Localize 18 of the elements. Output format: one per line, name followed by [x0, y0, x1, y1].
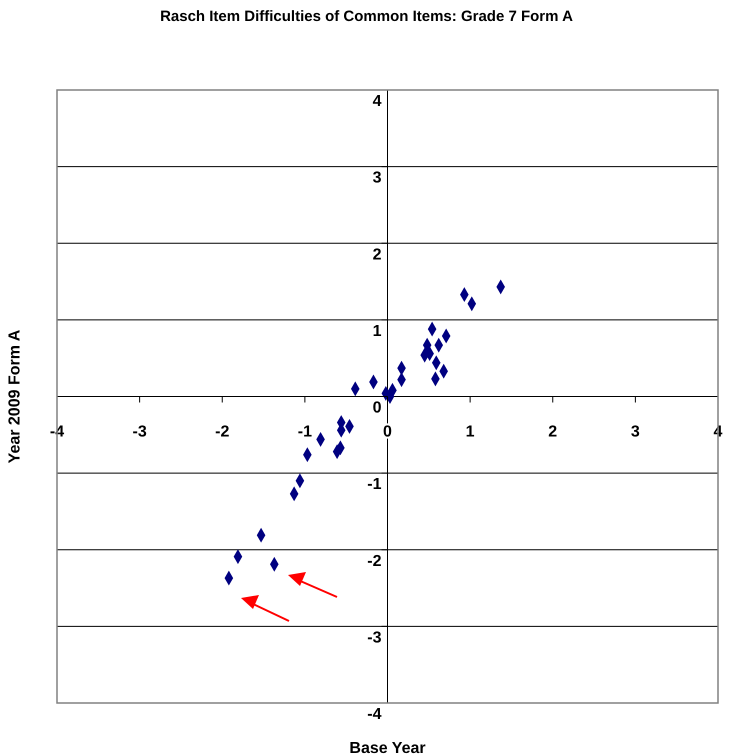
x-tick-label: -3: [132, 424, 147, 440]
y-tick-label: -4: [367, 706, 382, 723]
y-tick-label: 0: [372, 400, 382, 416]
y-tick-label: -2: [367, 552, 382, 570]
x-axis-title: Base Year: [349, 740, 426, 755]
y-tick-label: -3: [367, 629, 382, 646]
x-tick-label: 1: [466, 424, 475, 440]
y-tick-label: 4: [372, 93, 382, 110]
y-tick-label: 3: [372, 170, 382, 187]
y-tick-label: 2: [372, 246, 382, 264]
x-tick-label: -1: [298, 424, 312, 440]
y-axis-title: Year 2009 Form A: [6, 329, 24, 464]
x-tick-label: -2: [215, 424, 230, 440]
y-tick-label: 1: [372, 322, 382, 340]
chart-title: Rasch Item Difficulties of Common Items: Grade 7 Form A: [159, 8, 574, 25]
x-tick-label: 2: [548, 424, 558, 440]
x-tick-label: 3: [630, 424, 640, 440]
y-tick-label: -1: [367, 476, 382, 494]
